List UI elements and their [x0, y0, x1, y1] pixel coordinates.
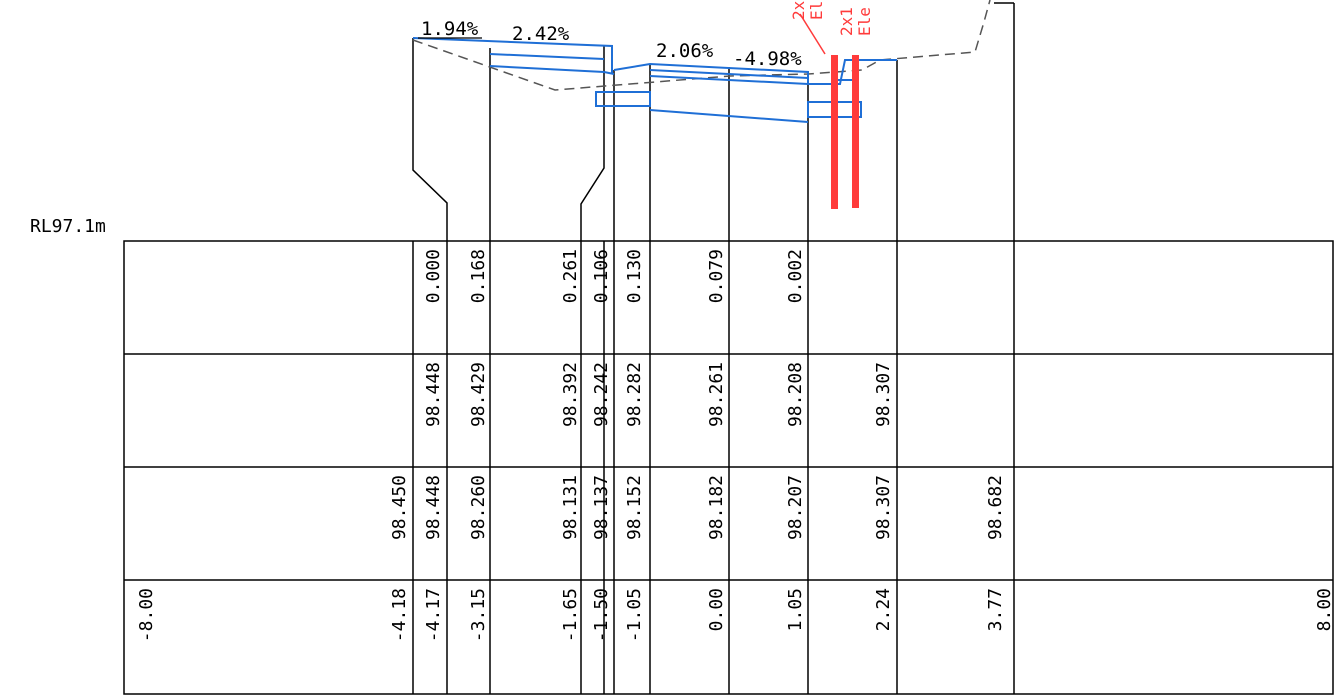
subbase-line — [649, 109, 809, 123]
kerb-foundation — [595, 91, 651, 107]
box-right-edge — [580, 46, 605, 241]
band-value: 98.682 — [985, 475, 1006, 540]
band-value: 98.448 — [423, 362, 444, 427]
design-surface-left — [412, 37, 613, 74]
electrical-conduit-1 — [831, 55, 838, 209]
design-pavement — [412, 37, 897, 123]
band-value: 98.307 — [873, 362, 894, 427]
design-layer-line — [649, 69, 809, 79]
band-value: 0.00 — [706, 588, 727, 631]
band-value: 98.307 — [873, 475, 894, 540]
band-value: -4.18 — [389, 588, 410, 642]
service-leader — [799, 13, 826, 55]
band-values: 0.000 0.168 0.261 0.106 0.130 0.079 0.002 98.44… — [136, 249, 1335, 642]
band-value: 3.77 — [985, 588, 1006, 631]
service-conduits — [799, 13, 859, 209]
band-value: -1.50 — [591, 588, 612, 642]
band-value: 0.130 — [624, 249, 645, 303]
band-value: -4.17 — [423, 588, 444, 642]
band-value: 98.137 — [591, 475, 612, 540]
band-value: -8.00 — [136, 588, 157, 642]
grade-label: 2.42% — [512, 23, 570, 45]
band-value: 0.261 — [560, 249, 581, 303]
band-value: 0.106 — [591, 249, 612, 303]
band-value: 98.208 — [785, 362, 806, 427]
offset-lines — [412, 241, 1015, 694]
band-value: 98.392 — [560, 362, 581, 427]
band-value: 8.00 — [1314, 588, 1335, 631]
grade-label: -4.98% — [733, 48, 802, 70]
band-value: -1.65 — [560, 588, 581, 642]
band-value: 0.002 — [785, 249, 806, 303]
footpath-surface — [808, 59, 897, 85]
band-value: 98.261 — [706, 362, 727, 427]
grade-labels: 1.94% 2.42% 2.06% -4.98% — [418, 18, 802, 70]
box-left-edge — [412, 38, 448, 241]
service-label: El — [807, 1, 826, 20]
design-layer-line — [489, 53, 605, 60]
band-value: 98.282 — [624, 362, 645, 427]
band-value: 1.05 — [785, 588, 806, 631]
grade-label: 2.06% — [656, 40, 714, 62]
electrical-conduit-2 — [852, 55, 859, 208]
pavement-box-outline — [412, 2, 1015, 241]
service-label: Ele — [855, 7, 874, 36]
band-value: 98.448 — [423, 475, 444, 540]
band-value: 98.152 — [624, 475, 645, 540]
band-value: 0.168 — [468, 249, 489, 303]
service-label: 2x — [789, 0, 808, 20]
grade-label: 1.94% — [421, 18, 479, 40]
design-layer-line — [649, 75, 809, 85]
service-label: 2x1 — [837, 7, 856, 36]
band-value: 98.207 — [785, 475, 806, 540]
band-value: 98.242 — [591, 362, 612, 427]
band-value: 0.000 — [423, 249, 444, 303]
datum-label: RL97.1m — [30, 216, 106, 237]
design-layer-line — [489, 65, 605, 73]
band-value: 98.450 — [389, 475, 410, 540]
design-layer-line — [603, 71, 615, 75]
band-value: 2.24 — [873, 588, 894, 631]
band-value: 98.260 — [468, 475, 489, 540]
band-value: 0.079 — [706, 249, 727, 303]
service-labels: 2x El 2x1 Ele — [789, 0, 874, 36]
band-value: 98.182 — [706, 475, 727, 540]
band-value: -1.05 — [624, 588, 645, 642]
band-value: 98.429 — [468, 362, 489, 427]
band-value: 98.131 — [560, 475, 581, 540]
band-value: -3.15 — [468, 588, 489, 642]
